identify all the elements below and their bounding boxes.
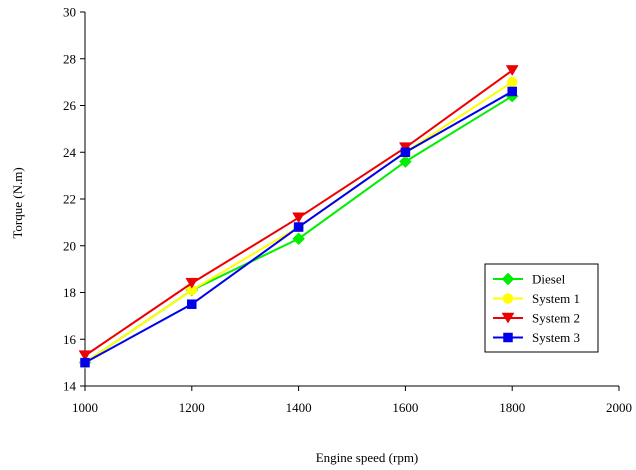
x-tick-label: 2000: [606, 400, 632, 415]
legend-swatch-marker: [503, 332, 513, 343]
y-tick-label: 22: [63, 192, 76, 207]
y-tick-label: 18: [63, 285, 76, 300]
legend-label: Diesel: [532, 272, 566, 287]
y-tick-label: 20: [63, 238, 76, 253]
plot-area: 14 16 18 20 22 24 26 28 30 1000 1200 1400 1600 1800 2…: [63, 5, 632, 416]
legend-swatch-marker: [501, 272, 515, 286]
legend-swatch-marker: [501, 312, 515, 324]
legend-label: System 2: [532, 311, 580, 326]
y-axis-ticks: 14 16 18 20 22 24 26 28 30: [63, 5, 85, 394]
data-point-marker: [293, 222, 304, 232]
legend-swatch-marker: [502, 293, 514, 304]
data-point-marker: [506, 76, 518, 88]
y-tick-label: 30: [63, 5, 76, 20]
data-point-marker: [185, 277, 199, 289]
x-tick-label: 1000: [72, 400, 98, 415]
y-axis-title: Torque (N.m): [10, 167, 25, 238]
x-tick-label: 1200: [179, 400, 205, 415]
legend-items: Diesel System 1 System 2 System 3: [493, 272, 580, 345]
x-tick-label: 1800: [499, 400, 525, 415]
legend-item: Diesel: [493, 272, 566, 287]
data-point-marker: [507, 86, 517, 97]
x-tick-label: 1400: [286, 400, 312, 415]
data-point-marker: [505, 65, 519, 76]
data-point-marker: [187, 299, 197, 309]
legend-label: System 1: [532, 291, 580, 306]
legend-item: System 2: [493, 311, 580, 326]
data-point-marker: [80, 357, 90, 368]
y-tick-label: 24: [63, 145, 77, 160]
series-layer: [78, 65, 519, 369]
y-tick-label: 26: [63, 98, 77, 113]
legend-item: System 3: [493, 330, 580, 345]
y-tick-label: 16: [63, 332, 77, 347]
legend: Diesel System 1 System 2 System 3: [484, 263, 599, 353]
y-tick-label: 28: [63, 51, 76, 66]
data-point-marker: [399, 155, 412, 168]
data-point-marker: [292, 212, 306, 224]
x-tick-label: 1600: [392, 400, 418, 415]
data-point-marker: [400, 147, 411, 157]
x-axis-title: Engine speed (rpm): [316, 450, 419, 465]
y-tick-label: 14: [63, 379, 77, 394]
data-point-marker: [78, 350, 92, 362]
data-point-marker: [292, 232, 305, 246]
series-system-2: [78, 65, 519, 362]
legend-item: System 1: [493, 291, 580, 306]
legend-label: System 3: [532, 330, 580, 345]
series-system-3: [80, 86, 517, 368]
x-axis-ticks: 1000 1200 1400 1600 1800 2000: [72, 386, 632, 415]
